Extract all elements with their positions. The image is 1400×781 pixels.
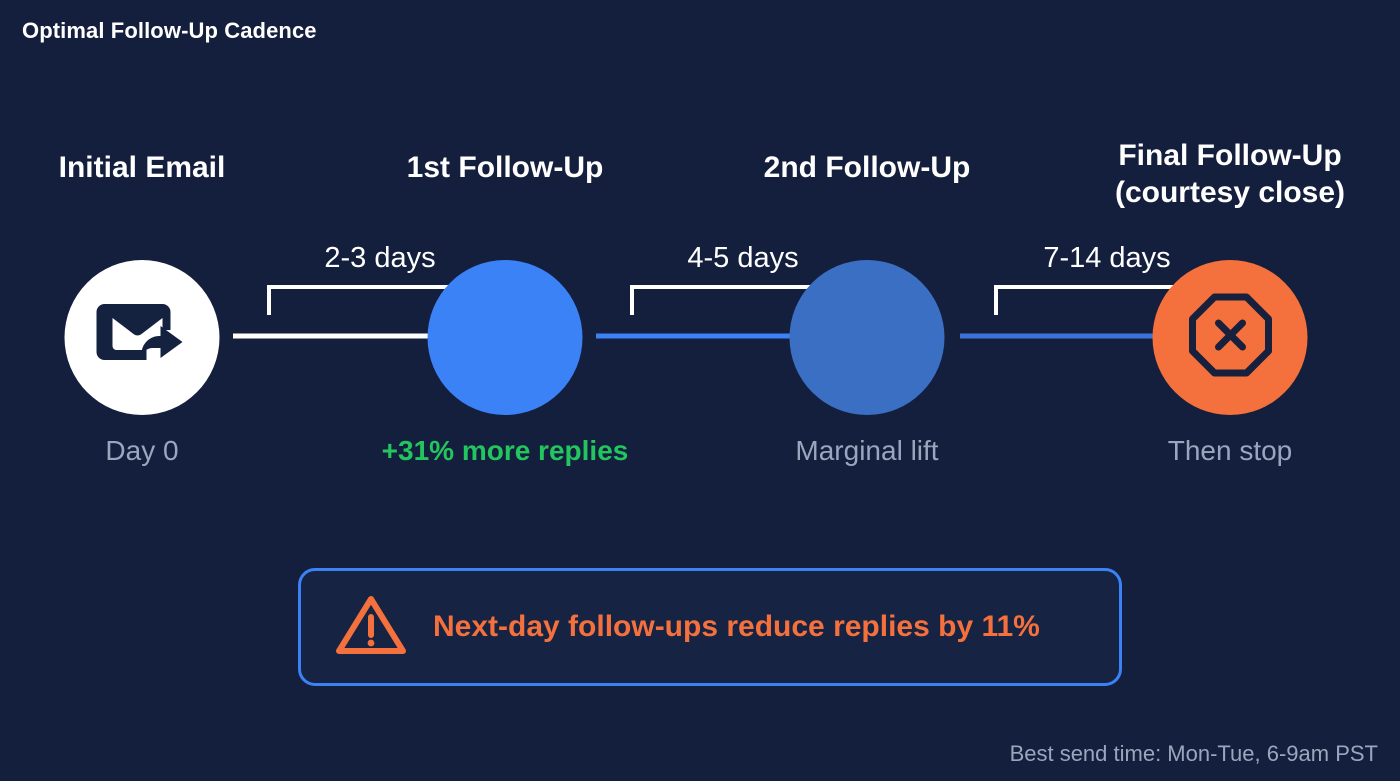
step-circle-2nd-follow-up — [789, 260, 945, 415]
gap-label: 2-3 days — [324, 242, 436, 274]
warning-triangle-icon — [335, 593, 407, 662]
warning-callout: Next-day follow-ups reduce replies by 11… — [298, 568, 1122, 686]
step-circle-1st-follow-up — [427, 260, 583, 415]
step-sublabel: Then stop — [1167, 435, 1293, 466]
stop-octagon-x-icon — [1187, 292, 1273, 383]
step-title: 1st Follow-Up — [406, 151, 604, 184]
footer-note: Best send time: Mon-Tue, 6-9am PST — [1009, 741, 1378, 766]
cadence-step-initial-email[interactable]: Initial Email Day 0 — [17, 130, 267, 500]
step-title: Final Follow-Up (courtesy close) — [1114, 139, 1346, 209]
step-title: Initial Email — [58, 151, 226, 184]
step-sublabel: Day 0 — [105, 435, 179, 466]
gap-label: 7-14 days — [1043, 242, 1171, 274]
cadence-step-1st-follow-up[interactable]: 1st Follow-Up +31% more replies — [380, 130, 630, 500]
page-title: Optimal Follow-Up Cadence — [22, 18, 317, 43]
step-title: 2nd Follow-Up — [763, 151, 971, 184]
step-circle-final-follow-up — [1152, 260, 1308, 415]
gap-label: 4-5 days — [687, 242, 799, 274]
step-sublabel: +31% more replies — [381, 435, 629, 466]
step-sublabel: Marginal lift — [795, 435, 939, 466]
cadence-timeline: Initial Email Day 0 2-3 days — [0, 130, 1400, 500]
warning-text: Next-day follow-ups reduce replies by 11… — [433, 610, 1040, 643]
cadence-step-2nd-follow-up[interactable]: 2nd Follow-Up Marginal lift — [742, 130, 992, 500]
cadence-step-final-follow-up[interactable]: Final Follow-Up (courtesy close) Then st… — [1105, 130, 1355, 500]
step-circle-initial-email — [64, 260, 220, 415]
email-forward-icon — [94, 296, 190, 379]
